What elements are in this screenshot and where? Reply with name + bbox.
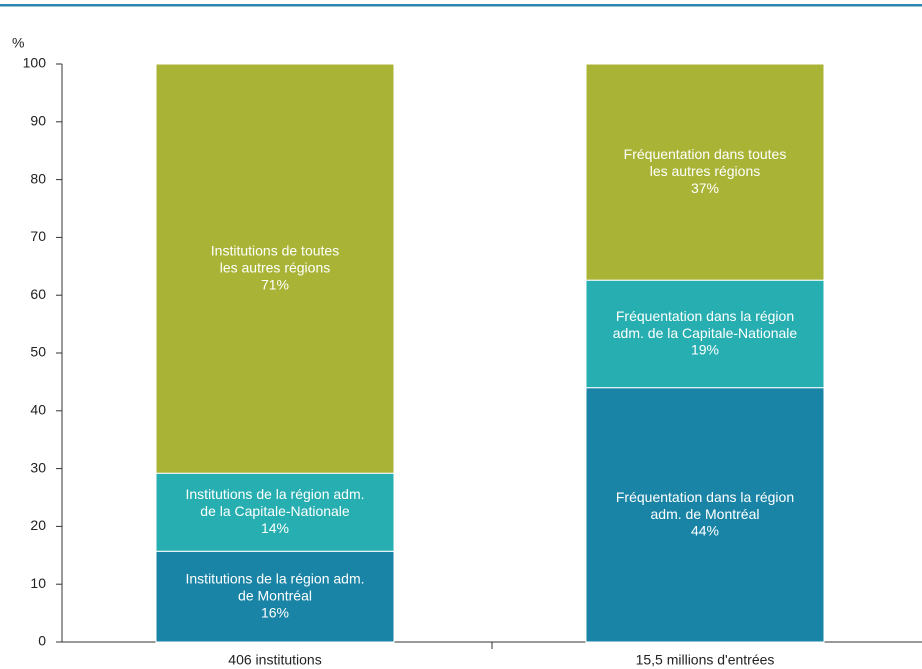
- bar-segment: [585, 387, 825, 643]
- value-label: 71%: [261, 276, 289, 292]
- segment-label: Institutions de toutes les autres régions: [211, 242, 339, 275]
- value-label: 16%: [261, 604, 289, 620]
- value-label: 14%: [261, 520, 289, 536]
- y-tick-label: 10: [30, 575, 46, 591]
- y-tick-label: 90: [30, 113, 46, 129]
- y-tick-label: 80: [30, 170, 46, 186]
- segment-label-line: de Montréal: [238, 587, 312, 603]
- y-tick-label: 100: [23, 55, 47, 71]
- y-tick-label: 60: [30, 286, 46, 302]
- segment-label: Fréquentation dans toutes les autres régi…: [624, 146, 787, 179]
- segment-label-line: les autres régions: [220, 259, 331, 275]
- y-tick-label: 70: [30, 228, 46, 244]
- top-rule: [0, 4, 922, 7]
- y-tick-label: 40: [30, 402, 46, 418]
- segment-label-line: Fréquentation dans la région: [616, 489, 794, 505]
- segment-label-line: Fréquentation dans la région: [616, 308, 794, 324]
- segment-label: Fréquentation dans la région adm. de la C…: [613, 308, 798, 341]
- segment-label: Fréquentation dans la région adm. de Mont…: [616, 489, 794, 522]
- segment-label-line: Institutions de la région adm.: [186, 570, 365, 586]
- segment-label: Institutions de la région adm. de Montréa…: [186, 570, 365, 603]
- y-tick-label: 0: [38, 633, 46, 649]
- x-tick-label: 15,5 millions d'entrées: [636, 652, 775, 668]
- y-tick-label: 50: [30, 344, 46, 360]
- x-tick-label: 406 institutions: [228, 652, 321, 668]
- segment-label: Institutions de la région adm. de la Capi…: [186, 486, 365, 519]
- segment-label-line: Fréquentation dans toutes: [624, 146, 787, 162]
- segment-label-line: adm. de Montréal: [651, 506, 760, 522]
- y-tick-label: 20: [30, 517, 46, 533]
- bar-segment: [155, 472, 395, 552]
- segment-label-line: les autres régions: [650, 163, 761, 179]
- segment-label-line: Institutions de la région adm.: [186, 486, 365, 502]
- value-label: 37%: [691, 180, 719, 196]
- value-label: 19%: [691, 342, 719, 358]
- segment-label-line: de la Capitale-Nationale: [200, 503, 350, 519]
- bar-segment: [585, 279, 825, 389]
- y-tick-label: 30: [30, 459, 46, 475]
- segment-label-line: adm. de la Capitale-Nationale: [613, 325, 798, 341]
- value-label: 44%: [691, 523, 719, 539]
- segment-label-line: Institutions de toutes: [211, 242, 339, 258]
- bar-segment: [155, 550, 395, 643]
- bar-segment: [585, 63, 825, 281]
- y-axis-label: %: [12, 35, 24, 51]
- bar-segment: [155, 63, 395, 474]
